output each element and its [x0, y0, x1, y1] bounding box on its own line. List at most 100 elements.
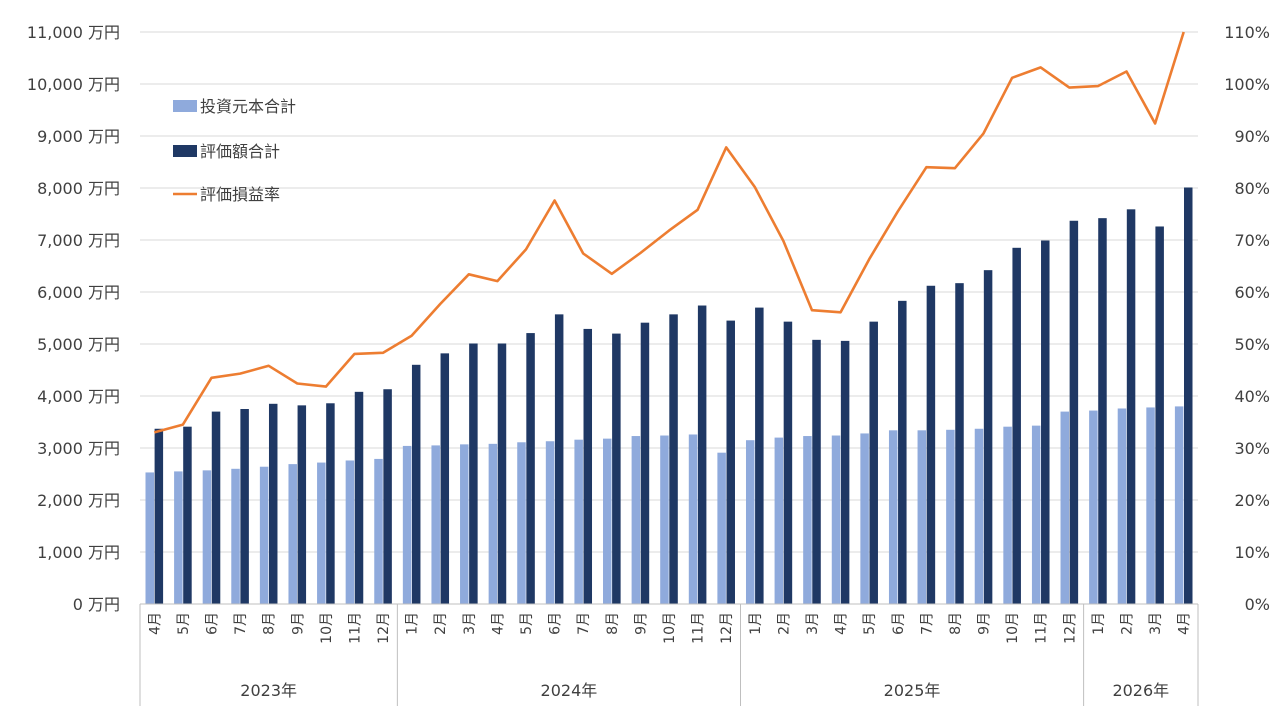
category-label: 4月	[490, 612, 506, 635]
bar-valuation	[183, 426, 192, 604]
category-label: 8月	[605, 612, 621, 635]
bar-principal	[231, 468, 240, 604]
category-label: 1月	[748, 612, 764, 635]
category-label: 2月	[433, 612, 449, 635]
bar-principal	[1146, 407, 1155, 604]
bar-principal	[460, 444, 469, 604]
bar-principal	[774, 437, 784, 604]
bar-principal	[1174, 406, 1184, 604]
bar-principal	[288, 464, 297, 604]
right-tick-label: 30%	[1234, 439, 1270, 458]
bar-valuation	[926, 285, 936, 604]
bar-valuation	[1012, 247, 1021, 605]
bar-principal	[145, 472, 154, 604]
category-label: 11月	[1034, 612, 1050, 644]
bar-valuation	[497, 343, 507, 604]
bar-valuation	[783, 321, 793, 604]
category-label: 12月	[719, 612, 735, 644]
right-tick-label: 40%	[1234, 387, 1270, 406]
bar-valuation	[612, 333, 621, 604]
bar-valuation	[383, 389, 392, 604]
legend-label: 評価額合計	[200, 142, 280, 161]
category-label: 10月	[662, 612, 678, 644]
bar-valuation	[840, 340, 850, 604]
line-series	[153, 31, 1185, 434]
left-tick-label: 6,000 万円	[37, 283, 120, 302]
category-label: 12月	[376, 612, 392, 644]
category-label: 5月	[176, 612, 192, 635]
left-tick-label: 11,000 万円	[27, 23, 120, 42]
bar-valuation	[526, 333, 535, 604]
bar-valuation	[411, 364, 421, 604]
category-label: 3月	[1148, 612, 1164, 635]
right-tick-label: 0%	[1245, 595, 1270, 614]
category-label: 9月	[977, 612, 993, 635]
right-tick-label: 50%	[1234, 335, 1270, 354]
bar-principal	[431, 445, 440, 604]
left-tick-label: 7,000 万円	[37, 231, 120, 250]
bar-principal	[917, 430, 927, 604]
bar-principal	[488, 443, 498, 604]
bar-valuation	[1184, 187, 1193, 605]
category-label: 4月	[1177, 612, 1193, 635]
bar-valuation	[640, 322, 650, 604]
bar-valuation	[1155, 226, 1164, 605]
left-tick-label: 9,000 万円	[37, 127, 120, 146]
left-y-axis: 0 万円 1,000 万円 2,000 万円 3,000 万円 4,000 万円 5,00…	[27, 23, 120, 614]
bar-valuation	[240, 409, 249, 604]
category-label: 7月	[919, 612, 935, 635]
right-tick-label: 70%	[1234, 231, 1270, 250]
legend-label: 評価損益率	[200, 185, 280, 204]
bar-principal	[1117, 408, 1127, 604]
category-label: 2月	[776, 612, 792, 635]
line-return-rate	[153, 31, 1185, 434]
bar-valuation	[469, 343, 478, 604]
bar-principal	[603, 438, 612, 604]
bar-valuation	[1126, 209, 1136, 604]
legend-swatch	[173, 145, 197, 157]
left-tick-label: 1,000 万円	[37, 543, 120, 562]
category-label: 10月	[1005, 612, 1021, 644]
category-label: 12月	[1062, 612, 1078, 644]
bar-valuation	[268, 403, 278, 604]
bar-principal	[574, 439, 583, 604]
left-tick-label: 5,000 万円	[37, 335, 120, 354]
category-label: 4月	[147, 612, 163, 635]
bar-valuation	[211, 411, 221, 604]
right-tick-label: 80%	[1234, 179, 1270, 198]
right-y-axis: 0% 10% 20% 30% 40% 50% 60% 70% 80% 90% 100% 110%	[1224, 23, 1270, 614]
category-label: 7月	[233, 612, 249, 635]
bar-valuation	[869, 321, 878, 604]
category-label: 2月	[1120, 612, 1136, 635]
bar-principal	[174, 471, 183, 604]
bar-valuation	[1098, 218, 1107, 604]
bar-principal	[946, 429, 955, 604]
category-label: 7月	[576, 612, 592, 635]
x-axis: 4月 5月 6月 7月 8月 9月 10月 11月 12月 1月 2月 3月 4月 5月 6月 7月 8月 9月 1…	[139, 603, 1199, 706]
right-tick-label: 20%	[1234, 491, 1270, 510]
category-label: 11月	[691, 612, 707, 644]
category-label: 1月	[1091, 612, 1107, 635]
bar-principal	[688, 434, 698, 604]
gridlines	[140, 31, 1198, 553]
bar-principal	[259, 466, 269, 604]
bar-valuation	[440, 353, 450, 604]
right-tick-label: 60%	[1234, 283, 1270, 302]
bar-principal	[1003, 426, 1012, 604]
category-label: 9月	[290, 612, 306, 635]
bar-principal	[717, 452, 726, 604]
bar-principal	[1060, 411, 1070, 604]
bar-principal	[660, 435, 669, 604]
bar-principal	[317, 462, 326, 604]
left-tick-label: 10,000 万円	[27, 75, 120, 94]
bar-principal	[545, 441, 555, 604]
left-tick-label: 2,000 万円	[37, 491, 120, 510]
bar-principal	[803, 436, 812, 604]
bar-principal	[831, 435, 841, 604]
bar-principal	[202, 470, 212, 604]
bar-principal	[1089, 410, 1098, 604]
bar-principal	[345, 460, 355, 604]
bar-principal	[860, 433, 869, 604]
category-label: 6月	[891, 612, 907, 635]
